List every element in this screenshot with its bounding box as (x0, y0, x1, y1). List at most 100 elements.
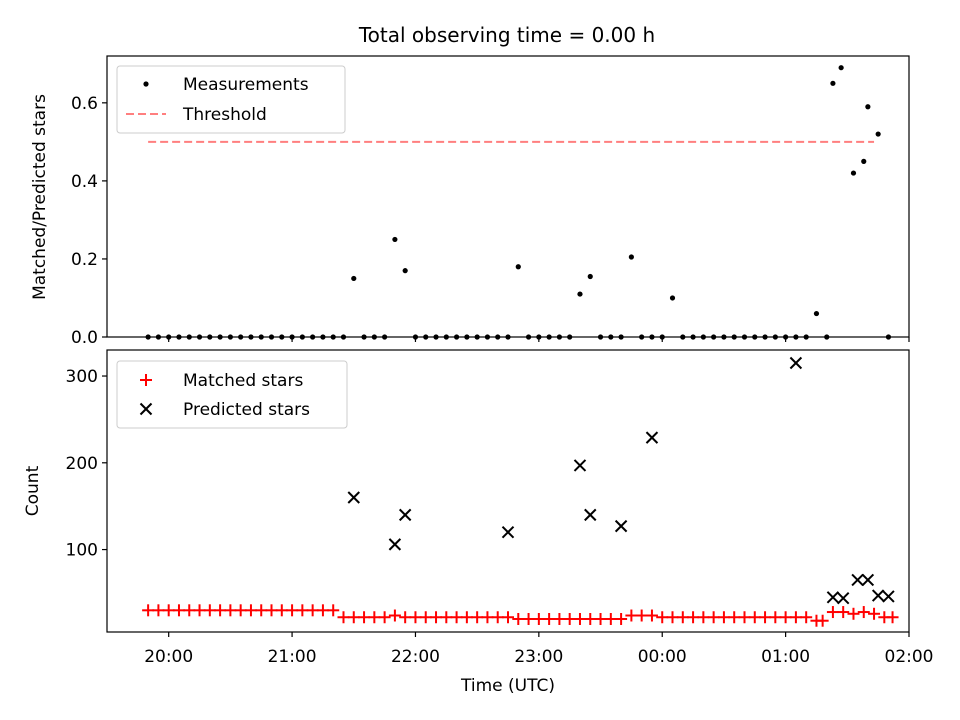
matched-star-point (635, 609, 648, 622)
predicted-star-point (573, 459, 587, 472)
measurement-point (196, 334, 203, 340)
top-panel: 0.0 0.2 0.4 0.6 Matched/Predicted stars Mea… (30, 55, 910, 348)
y-tick-label: 0.6 (71, 94, 98, 114)
matched-star-point (327, 604, 340, 617)
predicted-star-point (645, 431, 659, 444)
matched-star-point (142, 604, 155, 617)
measurement-point (525, 334, 532, 340)
measurement-point (258, 334, 264, 340)
matched-star-point (584, 612, 597, 625)
matched-star-point (306, 604, 319, 617)
measurement-point (762, 334, 768, 340)
matched-star-point (275, 604, 288, 617)
legend-threshold-label: Threshold (182, 105, 267, 125)
measurement-point (793, 334, 799, 340)
matched-star-point (244, 604, 257, 617)
matched-star-point (697, 611, 710, 624)
measurement-point (392, 236, 398, 243)
matched-star-point (152, 604, 165, 617)
matched-star-point (450, 611, 463, 624)
predicted-star-point (851, 573, 864, 587)
measurement-point (207, 334, 213, 340)
matched-star-point (378, 611, 391, 624)
measurement-point (741, 334, 748, 340)
matched-star-point (203, 604, 216, 617)
matched-star-point (563, 612, 576, 625)
measurement-point (155, 334, 162, 340)
matched-star-point (769, 611, 782, 624)
matched-star-point (162, 604, 175, 617)
matched-star-point (481, 611, 494, 624)
measurement-point (268, 334, 275, 340)
measurement-point (824, 334, 830, 340)
predicted-star-point (789, 356, 803, 370)
matched-star-point (707, 611, 720, 624)
measurement-point (752, 334, 758, 340)
top-legend: Measurements Threshold (116, 65, 346, 134)
measurement-point (597, 334, 604, 340)
legend-box (116, 360, 348, 429)
measurement-point (587, 273, 593, 280)
matched-star-point (857, 606, 870, 619)
top-y-axis: 0.0 0.2 0.4 0.6 (71, 94, 107, 348)
matched-star-point (193, 604, 206, 617)
measurement-point (238, 334, 244, 340)
matched-star-point (430, 611, 443, 624)
matched-star-point (214, 604, 227, 617)
measurement-point (649, 334, 655, 340)
matched-star-point (265, 604, 278, 617)
legend-matched-label: Matched stars (183, 371, 303, 391)
measurement-point (351, 275, 357, 282)
measurement-point (577, 291, 583, 297)
measurement-point (669, 295, 676, 301)
measurement-point (813, 310, 820, 317)
measurement-point (885, 334, 892, 340)
matched-star-point (886, 611, 899, 624)
x-tick-label: 21:00 (268, 647, 317, 667)
measurement-point (721, 334, 727, 340)
measurement-point (361, 334, 367, 340)
bottom-y-axis: 100 200 300 (66, 367, 107, 561)
matched-star-point (594, 612, 607, 625)
matched-star-point (738, 611, 751, 624)
chart-title: Total observing time = 0.00 h (358, 23, 655, 47)
legend-box (116, 65, 346, 134)
measurement-point (145, 334, 151, 340)
predicted-star-point (861, 573, 875, 587)
measurement-point (628, 254, 634, 260)
measurement-point (443, 334, 449, 340)
measurement-point (474, 334, 480, 340)
matched-star-point (337, 611, 350, 624)
measurement-point (515, 264, 521, 270)
matched-star-point (460, 611, 473, 624)
matched-star-point (368, 611, 381, 624)
measurement-point (227, 334, 233, 340)
measurement-point (731, 334, 737, 340)
top-x-ticks (168, 337, 910, 342)
measurement-point (279, 334, 285, 340)
matched-star-point (543, 612, 556, 625)
matched-star-point (615, 612, 628, 625)
matched-star-point (512, 612, 525, 625)
measurement-point (861, 158, 867, 164)
predicted-star-point (398, 508, 412, 522)
matched-star-point (604, 612, 617, 625)
top-y-axis-label: Matched/Predicted stars (30, 94, 50, 300)
measurement-point (838, 65, 844, 71)
measurement-point (402, 268, 408, 274)
measurement-point (330, 334, 336, 340)
matched-star-point (286, 604, 299, 617)
matched-star-point (255, 604, 268, 617)
x-axis-label: Time (UTC) (460, 676, 555, 696)
matched-star-point (471, 611, 484, 624)
matched-star-point (826, 606, 839, 619)
y-tick-label: 300 (66, 367, 98, 387)
measurement-point (382, 334, 388, 340)
measurement-point (453, 334, 460, 340)
legend-predicted-label: Predicted stars (183, 400, 310, 420)
matched-star-point (172, 604, 185, 617)
legend-matched-marker (140, 374, 152, 386)
x-tick-label: 23:00 (514, 647, 563, 667)
x-tick-label: 20:00 (144, 647, 193, 667)
